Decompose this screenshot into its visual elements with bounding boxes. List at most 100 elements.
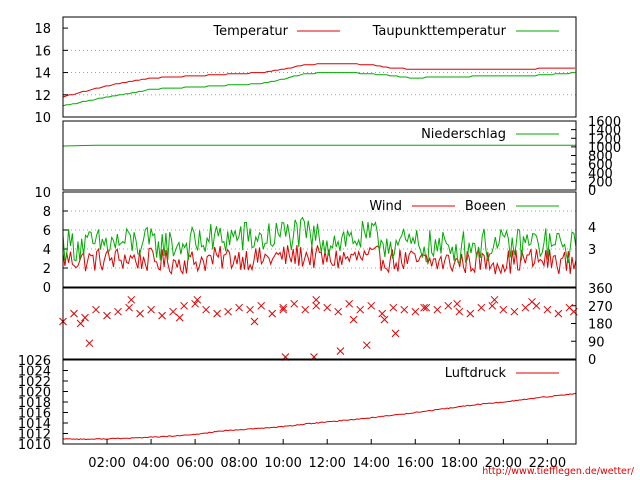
direction-point — [114, 307, 122, 316]
direction-point — [521, 303, 530, 312]
direction-point — [400, 305, 409, 314]
x-axis-ticks: 02:00 04:00 06:00 08:00 10:00 12:00 14:00 16:00… — [88, 439, 566, 471]
direction-point — [422, 303, 431, 312]
direction-point — [378, 309, 387, 318]
legend-label: Boeen — [465, 199, 506, 214]
y-tick-label: 1200 — [588, 132, 621, 147]
y-tick-label: 800 — [588, 150, 613, 165]
direction-point — [477, 303, 486, 312]
direction-point — [510, 307, 519, 316]
direction-point — [147, 305, 155, 314]
direction-point — [362, 341, 371, 350]
direction-point — [334, 307, 343, 316]
y-tick-label: 4 — [43, 243, 51, 258]
y-tick-label: 8 — [43, 205, 51, 220]
x-tick-label: 12:00 — [308, 456, 345, 471]
direction-point — [411, 307, 420, 316]
direction-point — [543, 305, 552, 314]
y-tick-label: 10 — [34, 111, 51, 126]
y-tick-label: 360 — [588, 282, 613, 297]
direction-point — [169, 307, 177, 316]
y-tick-label: 14 — [34, 67, 51, 82]
y-tick-label: 1010 — [18, 438, 51, 453]
series-wind — [62, 245, 577, 275]
y-tick-label: 600 — [588, 158, 613, 173]
direction-point — [76, 319, 85, 328]
direction-point — [349, 315, 358, 324]
direction-point — [85, 339, 94, 348]
series-niederschlag — [62, 144, 576, 147]
y-tick-label: 1000 — [588, 141, 621, 156]
y-tick-label: 180 — [588, 318, 613, 333]
y-tick-label: 200 — [588, 175, 613, 190]
direction-point — [136, 309, 144, 318]
direction-point — [455, 307, 464, 316]
y-tick-label: 2 — [43, 262, 51, 277]
x-tick-label: 14:00 — [353, 456, 390, 471]
direction-point — [323, 303, 332, 312]
direction-point — [444, 301, 453, 310]
direction-point — [490, 295, 499, 304]
direction-point — [257, 301, 266, 310]
direction-point — [180, 301, 188, 310]
panel-frame — [62, 191, 577, 288]
direction-point — [246, 305, 254, 314]
direction-point — [554, 309, 563, 318]
direction-point — [279, 305, 288, 314]
direction-point — [453, 299, 461, 308]
direction-point — [528, 297, 536, 306]
direction-point — [336, 347, 345, 355]
direction-point — [279, 303, 288, 312]
y-tick-label: 0 — [43, 281, 51, 296]
direction-point — [191, 299, 199, 308]
source-url[interactable]: http://www.tiefflegen.de/wetter/ — [482, 466, 635, 477]
y-tick-label: 1018 — [18, 396, 51, 411]
direction-point — [127, 295, 136, 304]
direction-point — [420, 303, 428, 312]
y-tick-label: 1020 — [18, 386, 51, 401]
direction-point — [488, 301, 497, 310]
x-tick-label: 02:00 — [88, 456, 125, 471]
direction-point — [391, 329, 400, 338]
direction-point — [268, 309, 277, 318]
x-tick-label: 20:00 — [485, 456, 522, 471]
panel-frame — [62, 359, 577, 445]
y-tick-label: 16 — [34, 44, 51, 59]
y-tick-label: 1022 — [18, 375, 51, 390]
y-tick-label: 0 — [588, 184, 596, 199]
direction-point — [499, 305, 508, 314]
y-tick-label: 18 — [34, 22, 51, 37]
legend-label: Luftdruck — [445, 366, 507, 381]
direction-point — [433, 305, 442, 314]
direction-point — [202, 305, 210, 314]
direction-point — [125, 303, 133, 312]
legend-label: Taupunkttemperatur — [372, 24, 507, 39]
panel-frame — [62, 287, 577, 360]
y-tick-label: 1400 — [588, 124, 621, 139]
direction-point — [81, 313, 89, 322]
wind-right-tick-label: 3 — [588, 243, 596, 258]
direction-point — [250, 317, 259, 326]
panel-wind-direction: 0 90 180 270 360 — [59, 282, 613, 368]
x-tick-label: 22:00 — [529, 456, 566, 471]
panel-frame — [62, 120, 577, 191]
direction-point — [290, 299, 299, 308]
x-tick-label: 04:00 — [132, 456, 169, 471]
direction-point — [312, 295, 321, 304]
y-tick-label: 90 — [588, 335, 605, 350]
panel-wind: 0 2 4 6 8 10 3 4 Wind Boeen — [34, 186, 596, 296]
y-tick-label: 12 — [34, 89, 51, 104]
direction-point — [193, 295, 202, 304]
y-tick-label: 1012 — [18, 428, 51, 443]
direction-point — [224, 307, 232, 316]
series-temperatur — [62, 63, 575, 98]
legend-label: Wind — [369, 199, 402, 214]
y-tick-label: 1600 — [588, 115, 621, 130]
direction-point — [312, 301, 321, 310]
y-tick-label: 1016 — [18, 407, 51, 422]
y-tick-label: 10 — [34, 186, 51, 201]
direction-point — [175, 313, 184, 322]
y-tick-label: 1026 — [18, 354, 51, 369]
